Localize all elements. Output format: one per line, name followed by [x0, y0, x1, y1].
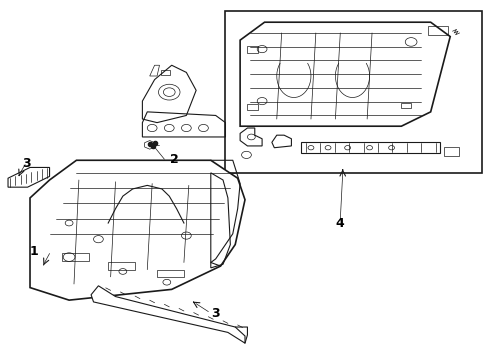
- Bar: [247, 46, 258, 53]
- Bar: [161, 70, 170, 75]
- Bar: [247, 104, 258, 110]
- Polygon shape: [30, 160, 245, 300]
- Text: 1: 1: [29, 245, 38, 258]
- Bar: [444, 147, 459, 156]
- Bar: [428, 26, 448, 35]
- Bar: [157, 270, 184, 277]
- Polygon shape: [8, 167, 49, 187]
- Text: 3: 3: [22, 157, 30, 170]
- Bar: [225, 12, 482, 173]
- Text: 3: 3: [211, 307, 220, 320]
- Bar: [108, 262, 135, 270]
- Bar: [62, 253, 89, 261]
- Text: 2: 2: [170, 153, 178, 166]
- Polygon shape: [91, 286, 245, 343]
- Text: 4: 4: [336, 217, 344, 230]
- Bar: [401, 103, 411, 108]
